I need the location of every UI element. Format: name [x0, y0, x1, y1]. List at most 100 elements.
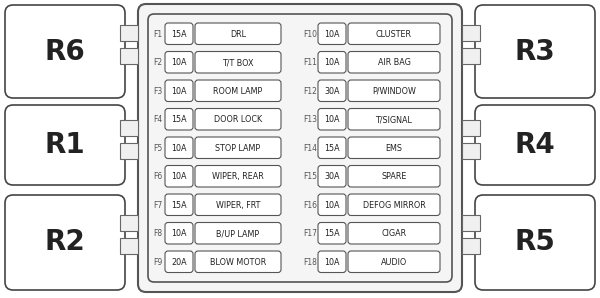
FancyBboxPatch shape [165, 23, 193, 44]
Text: R4: R4 [515, 131, 556, 159]
Bar [462, 120, 480, 136]
Text: F17: F17 [303, 229, 317, 238]
Text: F2: F2 [153, 58, 162, 67]
FancyBboxPatch shape [195, 251, 281, 272]
FancyBboxPatch shape [165, 194, 193, 215]
Text: 15A: 15A [324, 144, 340, 153]
FancyBboxPatch shape [148, 14, 452, 282]
Text: T/T BOX: T/T BOX [222, 58, 254, 67]
Text: 15A: 15A [171, 115, 187, 124]
Text: SPARE: SPARE [382, 172, 407, 181]
FancyBboxPatch shape [348, 194, 440, 215]
Text: R5: R5 [515, 229, 556, 257]
Text: 10A: 10A [324, 258, 340, 267]
Text: F4: F4 [153, 115, 162, 124]
FancyBboxPatch shape [475, 195, 595, 290]
FancyBboxPatch shape [165, 223, 193, 244]
Bar [120, 215, 138, 231]
FancyBboxPatch shape [348, 223, 440, 244]
Text: F10: F10 [303, 30, 317, 39]
Text: 20A: 20A [171, 258, 187, 267]
Text: F16: F16 [303, 201, 317, 210]
Text: DEFOG MIRROR: DEFOG MIRROR [362, 201, 425, 210]
FancyBboxPatch shape [165, 52, 193, 73]
FancyBboxPatch shape [318, 137, 346, 159]
Text: F7: F7 [153, 201, 162, 210]
Text: 10A: 10A [171, 58, 187, 67]
Text: 10A: 10A [324, 201, 340, 210]
Text: F13: F13 [303, 115, 317, 124]
FancyBboxPatch shape [475, 105, 595, 185]
Text: ROOM LAMP: ROOM LAMP [214, 87, 263, 96]
FancyBboxPatch shape [165, 165, 193, 187]
FancyBboxPatch shape [165, 251, 193, 272]
Text: F14: F14 [303, 144, 317, 153]
Bar [462, 48, 480, 64]
Text: 10A: 10A [324, 30, 340, 39]
FancyBboxPatch shape [318, 165, 346, 187]
FancyBboxPatch shape [348, 80, 440, 102]
Text: 30A: 30A [324, 87, 340, 96]
Text: F6: F6 [153, 172, 162, 181]
Text: 10A: 10A [171, 144, 187, 153]
FancyBboxPatch shape [348, 23, 440, 44]
Text: 10A: 10A [324, 58, 340, 67]
Bar [120, 120, 138, 136]
Bar [120, 48, 138, 64]
FancyBboxPatch shape [348, 108, 440, 130]
Text: 30A: 30A [324, 172, 340, 181]
Text: 10A: 10A [324, 115, 340, 124]
Text: 15A: 15A [324, 229, 340, 238]
Bar [462, 25, 480, 41]
FancyBboxPatch shape [195, 52, 281, 73]
Text: F1: F1 [153, 30, 162, 39]
FancyBboxPatch shape [348, 137, 440, 159]
FancyBboxPatch shape [348, 165, 440, 187]
Bar [120, 143, 138, 159]
FancyBboxPatch shape [195, 23, 281, 44]
Text: CLUSTER: CLUSTER [376, 30, 412, 39]
FancyBboxPatch shape [195, 194, 281, 215]
FancyBboxPatch shape [475, 5, 595, 98]
Text: B/UP LAMP: B/UP LAMP [217, 229, 260, 238]
Text: STOP LAMP: STOP LAMP [215, 144, 260, 153]
FancyBboxPatch shape [318, 80, 346, 102]
Text: T/SIGNAL: T/SIGNAL [376, 115, 412, 124]
Text: F18: F18 [303, 258, 317, 267]
FancyBboxPatch shape [195, 137, 281, 159]
Text: 15A: 15A [171, 30, 187, 39]
Text: 10A: 10A [171, 172, 187, 181]
Text: F15: F15 [303, 172, 317, 181]
FancyBboxPatch shape [318, 108, 346, 130]
Text: WIPER, FRT: WIPER, FRT [216, 201, 260, 210]
FancyBboxPatch shape [5, 195, 125, 290]
FancyBboxPatch shape [5, 5, 125, 98]
Text: F8: F8 [153, 229, 162, 238]
Text: AUDIO: AUDIO [381, 258, 407, 267]
Text: F3: F3 [153, 87, 162, 96]
Text: F12: F12 [303, 87, 317, 96]
Text: 10A: 10A [171, 87, 187, 96]
FancyBboxPatch shape [318, 23, 346, 44]
Text: WIPER, REAR: WIPER, REAR [212, 172, 264, 181]
FancyBboxPatch shape [195, 165, 281, 187]
FancyBboxPatch shape [165, 80, 193, 102]
Text: R1: R1 [44, 131, 85, 159]
FancyBboxPatch shape [138, 4, 462, 292]
Text: EMS: EMS [386, 144, 403, 153]
Text: DOOR LOCK: DOOR LOCK [214, 115, 262, 124]
Text: BLOW MOTOR: BLOW MOTOR [210, 258, 266, 267]
Text: CIGAR: CIGAR [382, 229, 407, 238]
Text: R6: R6 [44, 38, 85, 66]
FancyBboxPatch shape [165, 137, 193, 159]
Bar [462, 215, 480, 231]
Text: DRL: DRL [230, 30, 246, 39]
Text: P/WINDOW: P/WINDOW [372, 87, 416, 96]
FancyBboxPatch shape [195, 108, 281, 130]
Text: F11: F11 [303, 58, 317, 67]
Bar [120, 238, 138, 254]
Text: F5: F5 [153, 144, 162, 153]
Text: F9: F9 [153, 258, 162, 267]
Text: R2: R2 [44, 229, 85, 257]
FancyBboxPatch shape [195, 223, 281, 244]
